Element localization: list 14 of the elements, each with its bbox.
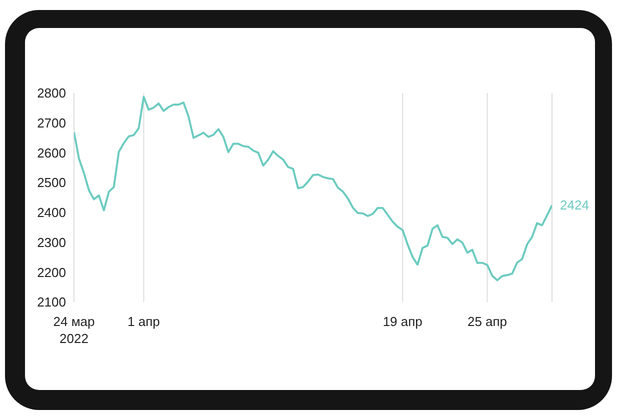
y-tick-label: 2600 (37, 145, 66, 160)
y-tick-label: 2500 (37, 175, 66, 190)
y-tick-label: 2700 (37, 115, 66, 130)
y-tick-label: 2800 (37, 86, 66, 101)
x-tick-label: 19 апр (382, 314, 422, 329)
x-tick-label: 24 мар 2022 (53, 314, 95, 346)
x-tick-label: 1 апр (128, 314, 160, 329)
y-tick-label: 2100 (37, 294, 66, 310)
text: 2424 (560, 197, 589, 212)
y-tick-label: 2200 (37, 264, 66, 280)
y-tick-label: 2300 (37, 234, 66, 250)
line-series (74, 96, 552, 282)
x-tick-label: 25 апр (467, 314, 508, 329)
y-tick-label: 2400 (37, 205, 66, 220)
